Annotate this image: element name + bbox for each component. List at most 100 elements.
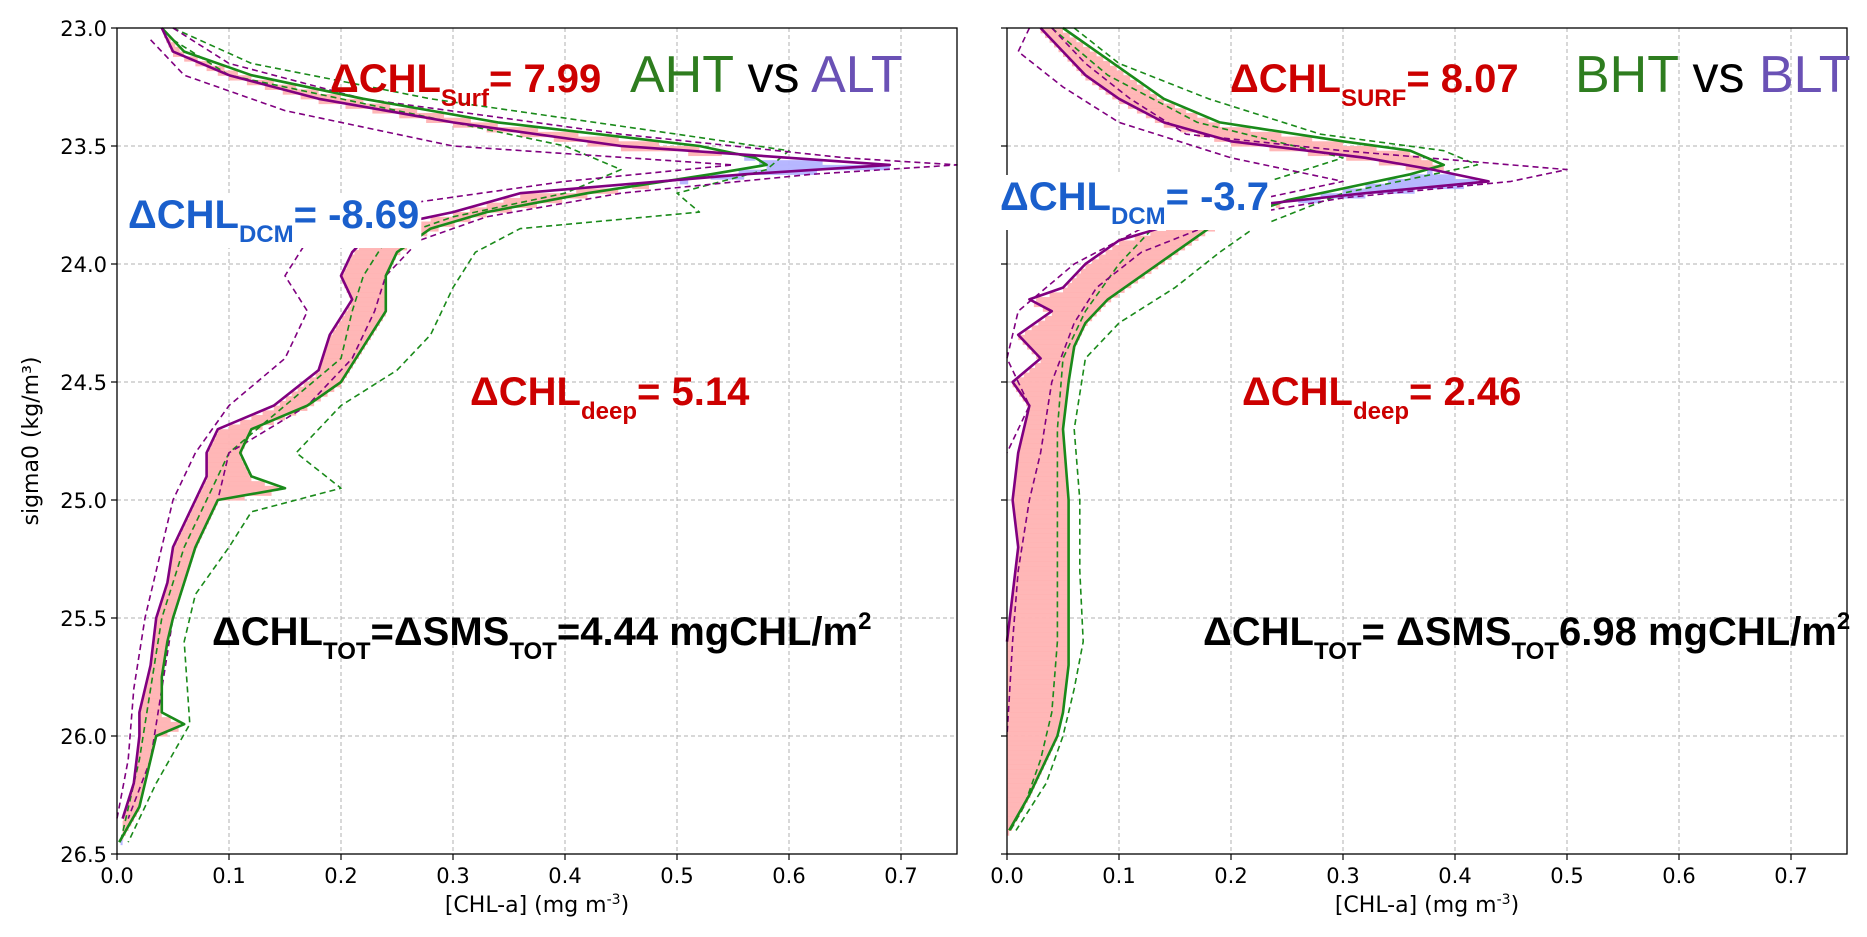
x-tick-label: 0.7 <box>1774 864 1807 888</box>
fill-ht-greater <box>1009 622 1069 629</box>
fill-ht-greater <box>1007 726 1060 732</box>
fill-ht-greater <box>137 754 152 761</box>
fill-ht-greater <box>1136 108 1187 114</box>
fill-ht-greater <box>1017 457 1066 463</box>
fill-ht-greater <box>1007 773 1040 780</box>
fill-ht-greater <box>217 70 238 76</box>
fill-ht-greater <box>172 551 194 558</box>
annotation-dchl-deep: ΔCHLdeep= 5.14 <box>470 370 750 425</box>
fill-ht-greater <box>1010 608 1069 614</box>
fill-lt-greater <box>744 155 756 161</box>
fill-ht-greater <box>1040 358 1073 364</box>
fill-ht-greater <box>1007 636 1069 643</box>
fill-ht-greater <box>1012 594 1069 600</box>
fill-ht-greater <box>1013 584 1069 591</box>
fill-ht-greater <box>193 504 216 511</box>
fill-ht-greater <box>1049 292 1118 298</box>
fill-ht-greater <box>122 820 132 827</box>
fill-lt-greater <box>1365 183 1464 190</box>
axes-frame <box>116 27 958 855</box>
fill-ht-greater <box>139 731 168 737</box>
y-tick-label: 26.0 <box>60 725 107 749</box>
fill-ht-greater <box>1018 377 1070 383</box>
fill-ht-greater <box>1017 542 1069 548</box>
fill-ht-greater <box>1112 94 1158 100</box>
fill-ht-greater <box>1180 127 1251 133</box>
fill-ht-greater <box>143 693 162 699</box>
fill-ht-greater <box>1010 613 1069 619</box>
fill-ht-greater <box>1007 693 1066 699</box>
fill-ht-greater <box>1063 287 1125 293</box>
fill-ht-greater <box>1011 603 1069 610</box>
fill-ht-greater <box>229 424 263 430</box>
fill-ht-greater <box>1119 240 1192 246</box>
fill-ht-greater <box>335 325 377 331</box>
fill-ht-greater <box>342 273 387 279</box>
fill-ht-greater <box>141 702 162 709</box>
fill-ht-greater <box>1007 769 1042 775</box>
fill-ht-greater <box>1015 471 1067 477</box>
fill-ht-greater <box>279 400 315 407</box>
fill-ht-greater <box>136 759 151 765</box>
fill-ht-greater <box>1022 396 1067 402</box>
fill-ht-greater <box>282 89 319 95</box>
fill-ht-greater <box>351 254 396 260</box>
annotation-dchl-tot: ΔCHLTOT= ΔSMSTOT6.98 mgCHL/m2 <box>1203 608 1850 665</box>
fill-ht-greater <box>173 547 196 553</box>
fill-ht-greater <box>1007 646 1069 652</box>
fill-ht-greater <box>344 282 386 289</box>
fill-ht-greater <box>1014 518 1069 525</box>
fill-ht-greater <box>1045 315 1093 322</box>
fill-ht-greater <box>1016 561 1069 567</box>
fill-ht-greater <box>1036 353 1074 359</box>
fill-ht-greater <box>151 660 165 666</box>
fill-ht-greater <box>1013 490 1068 496</box>
fill-ht-greater <box>140 707 162 713</box>
fill-ht-greater <box>1071 278 1139 284</box>
fill-ht-greater <box>148 674 163 680</box>
fill-ht-greater <box>138 745 154 751</box>
fill-ht-greater <box>1269 146 1377 152</box>
fill-ht-greater <box>126 806 140 813</box>
fill-ht-greater <box>1013 504 1069 511</box>
fill-ht-greater <box>165 589 182 595</box>
fill-ht-greater <box>155 622 172 629</box>
fill-ht-greater <box>154 632 170 638</box>
fill-ht-greater <box>155 627 171 633</box>
fill-ht-greater <box>1015 476 1067 482</box>
fill-ht-greater <box>1197 131 1282 138</box>
fill-lt-greater <box>1387 179 1478 185</box>
y-tick-label: 26.5 <box>60 843 107 867</box>
fill-ht-greater <box>1007 698 1065 704</box>
fill-lt-greater <box>766 164 890 171</box>
fill-ht-greater <box>1027 344 1076 350</box>
fill-ht-greater <box>169 570 188 577</box>
fill-ht-greater <box>134 773 148 780</box>
fill-ht-greater <box>1007 754 1049 761</box>
fill-ht-greater <box>1007 665 1069 671</box>
annotation-dchl-dcm: ΔCHLDCM= -8.69 <box>128 193 419 248</box>
fill-ht-greater <box>186 518 209 525</box>
x-tick-label: 0.4 <box>548 864 581 888</box>
fill-ht-greater <box>1007 669 1069 676</box>
fill-ht-greater <box>206 471 250 477</box>
fill-ht-greater <box>156 618 173 624</box>
fill-ht-greater <box>188 514 212 520</box>
fill-ht-greater <box>151 655 166 662</box>
fill-ht-greater <box>1092 79 1137 86</box>
fill-ht-greater <box>347 306 386 312</box>
fill-ht-greater <box>291 391 328 397</box>
x-tick-label: 0.4 <box>1438 864 1471 888</box>
series-line-aht-envelope-high <box>127 27 790 843</box>
fill-ht-greater <box>332 330 374 336</box>
fill-ht-greater <box>1275 202 1281 208</box>
fill-ht-greater <box>1022 339 1078 345</box>
annotation-background <box>126 193 422 248</box>
fill-ht-greater <box>1007 745 1053 751</box>
fill-ht-greater <box>1031 325 1085 331</box>
fill-ht-greater <box>211 443 245 449</box>
fill-ht-greater <box>170 46 180 53</box>
fill-ht-greater <box>1029 405 1066 411</box>
fill-ht-greater <box>688 150 722 157</box>
series-line-bht-mean <box>1008 26 1446 832</box>
